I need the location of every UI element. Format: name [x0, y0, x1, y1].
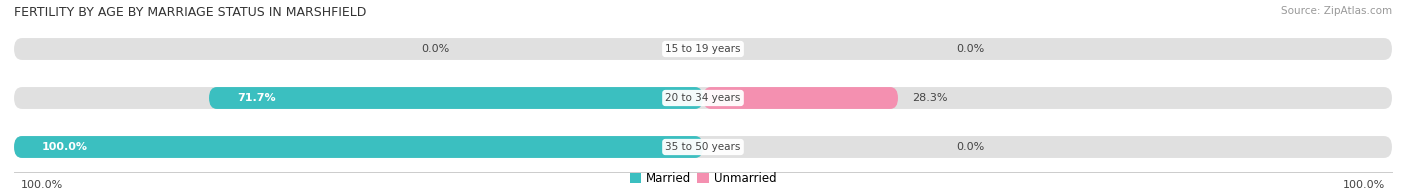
FancyBboxPatch shape — [209, 87, 703, 109]
Text: 0.0%: 0.0% — [956, 142, 984, 152]
Text: 15 to 19 years: 15 to 19 years — [665, 44, 741, 54]
FancyBboxPatch shape — [14, 87, 1392, 109]
Text: 20 to 34 years: 20 to 34 years — [665, 93, 741, 103]
Text: 28.3%: 28.3% — [912, 93, 948, 103]
FancyBboxPatch shape — [703, 87, 898, 109]
Text: 100.0%: 100.0% — [21, 180, 63, 190]
Text: 71.7%: 71.7% — [238, 93, 276, 103]
Text: 35 to 50 years: 35 to 50 years — [665, 142, 741, 152]
FancyBboxPatch shape — [14, 38, 1392, 60]
Text: 0.0%: 0.0% — [956, 44, 984, 54]
Text: 0.0%: 0.0% — [422, 44, 450, 54]
Text: Source: ZipAtlas.com: Source: ZipAtlas.com — [1281, 6, 1392, 16]
Text: 100.0%: 100.0% — [42, 142, 89, 152]
FancyBboxPatch shape — [14, 136, 1392, 158]
Text: FERTILITY BY AGE BY MARRIAGE STATUS IN MARSHFIELD: FERTILITY BY AGE BY MARRIAGE STATUS IN M… — [14, 6, 367, 19]
Text: 100.0%: 100.0% — [1343, 180, 1385, 190]
FancyBboxPatch shape — [14, 136, 703, 158]
Legend: Married, Unmarried: Married, Unmarried — [624, 168, 782, 190]
